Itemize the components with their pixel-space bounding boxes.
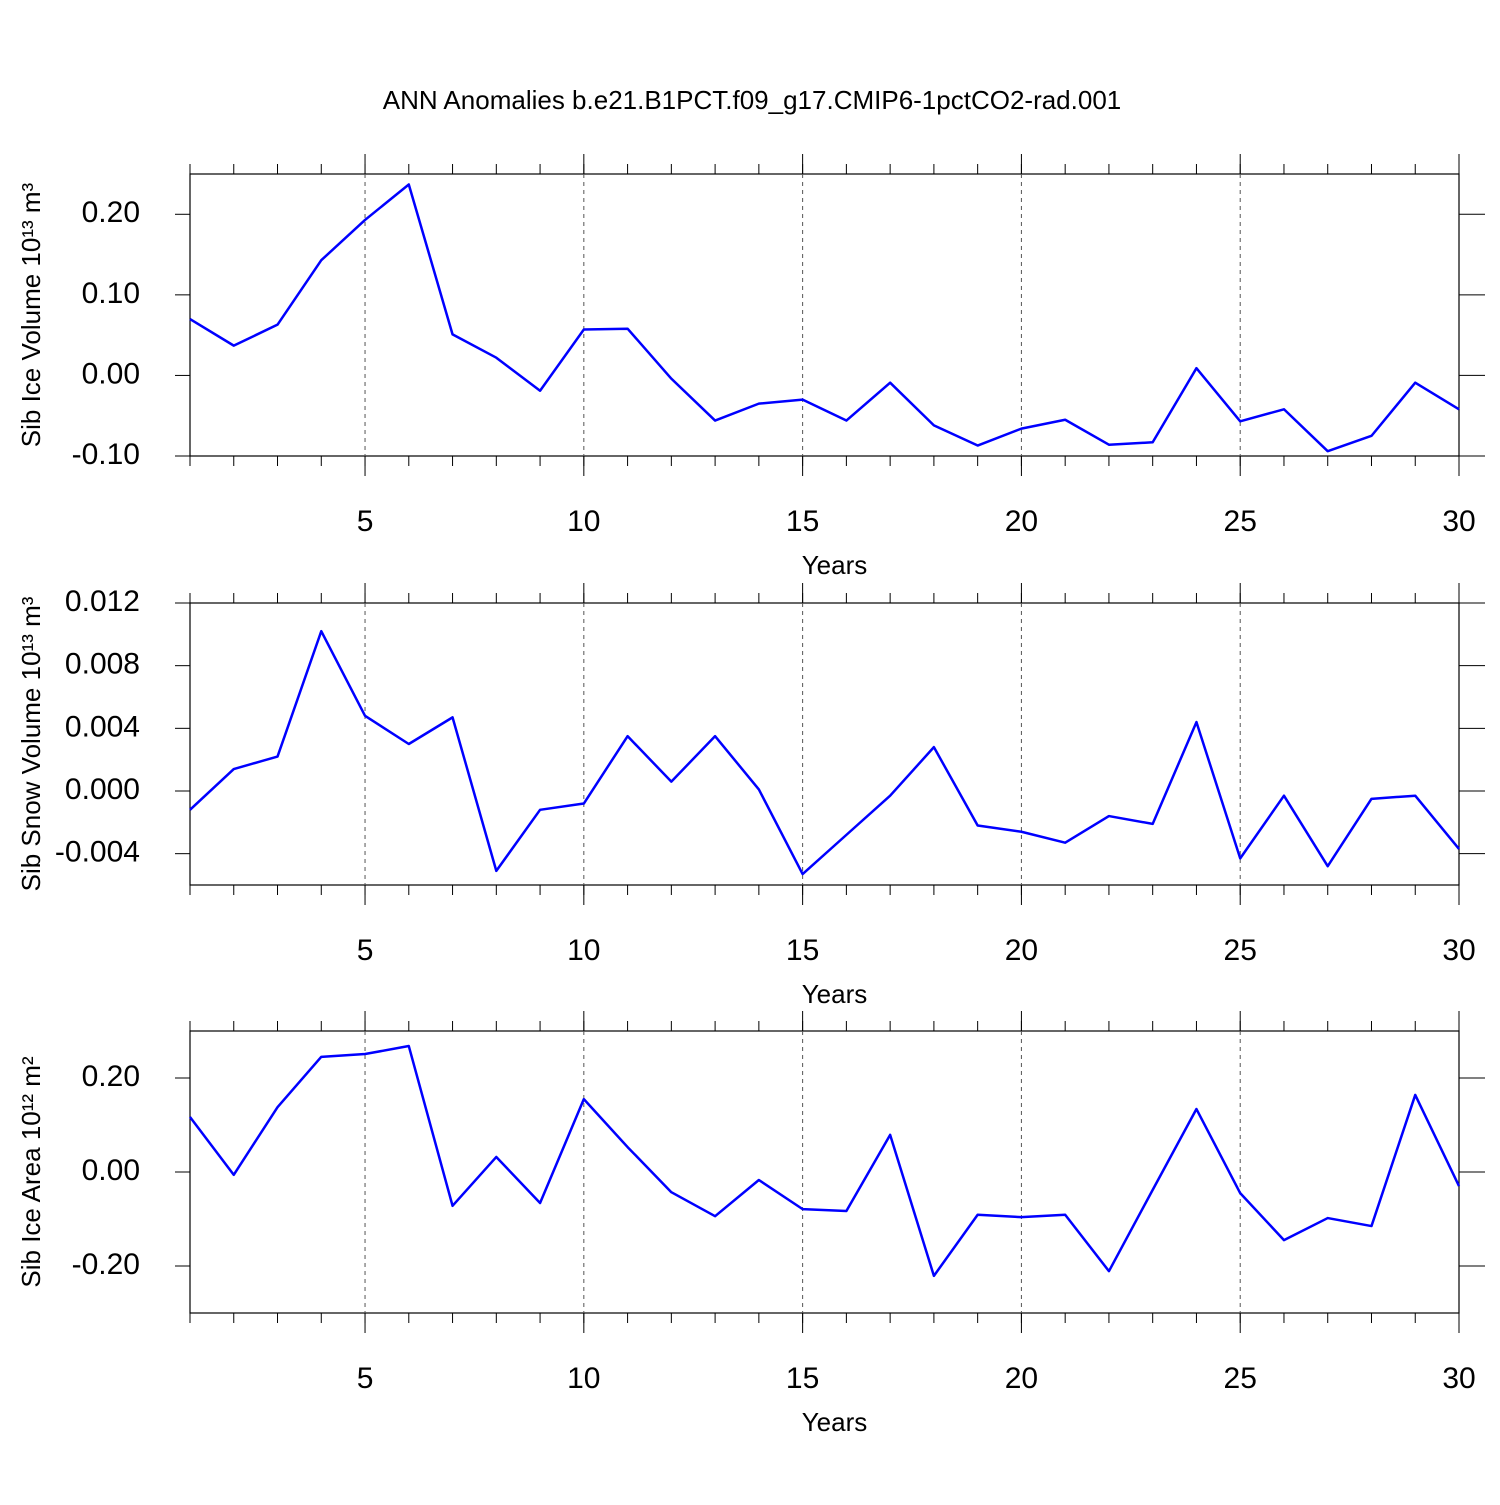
x-tick-label: 5 <box>357 505 374 538</box>
y-tick-label: 0.20 <box>82 1060 140 1093</box>
x-tick-label: 10 <box>567 1362 600 1395</box>
x-tick-label: 30 <box>1442 1362 1475 1395</box>
plot-frame <box>189 602 1460 886</box>
y-tick-label: 0.008 <box>65 648 140 681</box>
y-axis-label: Sib Snow Volume 10¹³ m³ <box>16 596 46 891</box>
y-tick-label: -0.004 <box>55 836 140 869</box>
data-line <box>189 1044 1461 1278</box>
x-tick-label: 20 <box>1005 505 1038 538</box>
data-line <box>189 629 1460 876</box>
x-tick-label: 5 <box>357 934 374 967</box>
x-tick-label: 20 <box>1005 934 1038 967</box>
x-tick-label: 10 <box>567 505 600 538</box>
x-tick-label: 15 <box>786 505 819 538</box>
y-tick-label: 0.004 <box>65 710 140 743</box>
y-tick-label: 0.012 <box>65 585 140 618</box>
y-tick-label: 0.000 <box>65 773 140 806</box>
y-tick-label: 0.00 <box>82 357 140 390</box>
x-axis-label: Years <box>802 550 868 580</box>
y-axis-label: Sib Ice Volume 10¹³ m³ <box>16 182 46 447</box>
figure-title: ANN Anomalies b.e21.B1PCT.f09_g17.CMIP6-… <box>383 85 1122 115</box>
y-tick-label: -0.10 <box>72 438 140 471</box>
panel: 5 10 15 20 25 30 0.20 0.00 -0.20 Years Sib Ice Are… <box>16 1011 1485 1437</box>
x-tick-label: 25 <box>1224 505 1257 538</box>
x-tick-label: 30 <box>1442 934 1475 967</box>
x-tick-label: 10 <box>567 934 600 967</box>
y-axis-label: Sib Ice Area 10¹² m² <box>16 1056 46 1288</box>
x-tick-label: 30 <box>1442 505 1475 538</box>
x-tick-label: 20 <box>1005 1362 1038 1395</box>
y-tick-label: 0.20 <box>82 196 140 229</box>
x-tick-label: 15 <box>786 934 819 967</box>
data-line <box>189 183 1460 453</box>
x-tick-label: 25 <box>1224 1362 1257 1395</box>
x-axis-label: Years <box>802 1407 868 1437</box>
x-tick-label: 15 <box>786 1362 819 1395</box>
plot-frame <box>189 173 1460 457</box>
y-tick-label: 0.00 <box>82 1154 140 1187</box>
plot-frame <box>189 1030 1460 1314</box>
panel: 5 10 15 20 25 30 0.20 0.10 0.00 -0.10 Years Sib Ice… <box>16 154 1485 580</box>
x-tick-label: 25 <box>1224 934 1257 967</box>
x-axis-label: Years <box>802 979 868 1009</box>
panel: 5 10 15 20 25 30 0.012 0.008 0.004 0.000 -0.004 Yea… <box>16 583 1485 1009</box>
y-tick-label: -0.20 <box>72 1248 140 1281</box>
x-tick-label: 5 <box>357 1362 374 1395</box>
y-tick-label: 0.10 <box>82 277 140 310</box>
